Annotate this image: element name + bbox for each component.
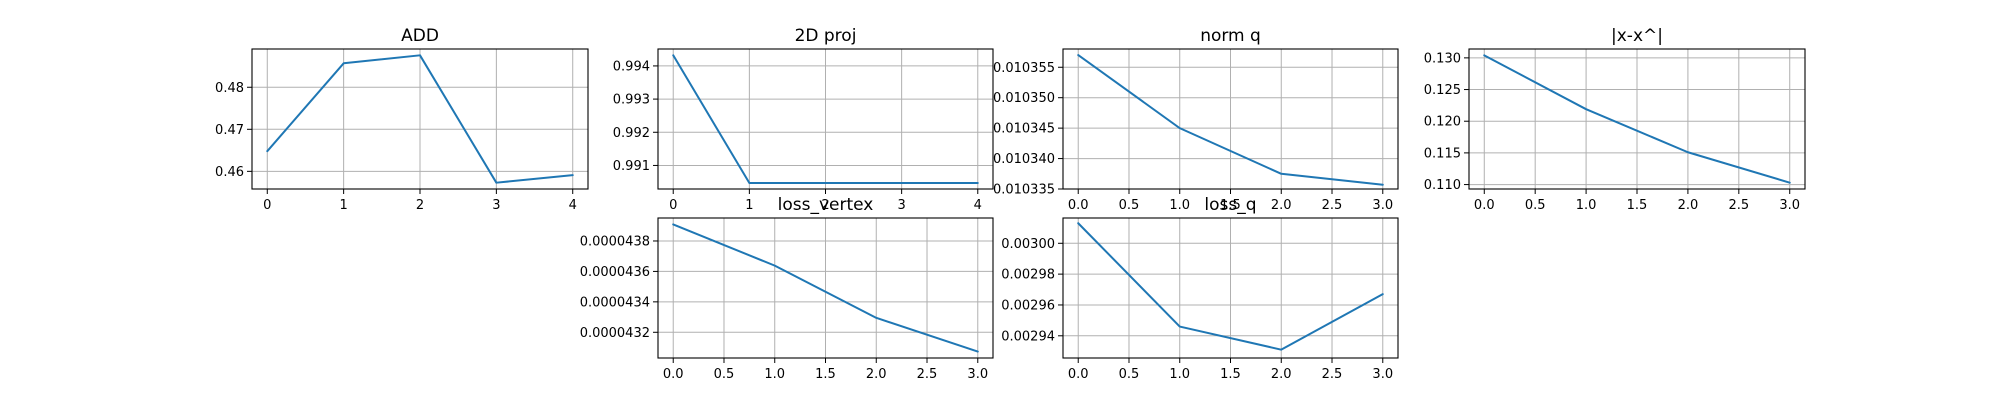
y-tick-label: 0.992 (613, 126, 650, 141)
subplot-title: 2D proj (795, 26, 857, 46)
x-tick-label: 2.0 (866, 367, 887, 382)
x-tick-label: 1.5 (1220, 198, 1241, 213)
y-tick-label: 0.110 (1424, 178, 1461, 193)
x-tick-label: 1.5 (1627, 198, 1648, 213)
x-tick-label: 2 (416, 198, 424, 213)
x-tick-label: 1.0 (1169, 198, 1190, 213)
x-tick-label: 1 (339, 198, 347, 213)
y-tick-label: 0.120 (1424, 115, 1461, 130)
x-tick-label: 0.5 (1525, 198, 1546, 213)
x-tick-label: 3.0 (1372, 367, 1393, 382)
series-line-norm-q (1077, 54, 1384, 186)
x-tick-label: 3.0 (1372, 198, 1393, 213)
series-line-x-xhat (1483, 54, 1791, 184)
x-tick-label: 2.0 (1271, 367, 1292, 382)
subplot-x-xhat: 0.0 0.5 1.0 1.5 2.0 2.5 3.0 0.110 0.115 0.120 0.12… (1424, 26, 1806, 213)
y-tick-label: 0.994 (613, 59, 650, 74)
y-tick-label: 0.010335 (993, 183, 1055, 198)
y-tick-label: 0.130 (1424, 51, 1461, 66)
series-line-loss-vertex (672, 223, 979, 353)
y-tick-label: 0.010355 (993, 61, 1055, 76)
x-tick-label: 0.5 (1119, 367, 1140, 382)
subplot-title: |x-x^| (1611, 26, 1663, 46)
y-tick-label: 0.46 (215, 165, 244, 180)
subplot-add: 0 1 2 3 4 0.46 0.47 0.48 ADD (215, 26, 589, 213)
y-tick-label: 0.00298 (1001, 268, 1055, 283)
x-tick-label: 2.5 (1322, 367, 1343, 382)
x-tick-label: 1 (745, 198, 753, 213)
y-tick-label: 0.125 (1424, 83, 1461, 98)
x-tick-label: 0.0 (1068, 367, 1089, 382)
x-tick-label: 4 (569, 198, 577, 213)
x-tick-label: 0.5 (714, 367, 735, 382)
y-tick-label: 0.010350 (993, 91, 1055, 106)
x-tick-label: 0.0 (663, 367, 684, 382)
subplot-title: ADD (401, 26, 439, 46)
x-tick-label: 3 (492, 198, 500, 213)
y-tick-label: 0.00300 (1001, 237, 1055, 252)
y-tick-label: 0.115 (1424, 146, 1461, 161)
series-line-loss-q (1077, 222, 1384, 351)
subplot-title: loss_q (1204, 195, 1256, 215)
x-tick-label: 1.0 (1169, 367, 1190, 382)
x-tick-label: 0.0 (1068, 198, 1089, 213)
x-tick-label: 2 (821, 198, 829, 213)
y-tick-label: 0.991 (613, 159, 650, 174)
x-tick-label: 0.0 (1474, 198, 1495, 213)
y-tick-label: 0.0000434 (580, 295, 650, 310)
x-tick-label: 0 (669, 198, 677, 213)
y-tick-label: 0.00294 (1001, 329, 1055, 344)
y-tick-label: 0.010340 (993, 152, 1055, 167)
y-tick-label: 0.0000436 (580, 265, 650, 280)
y-tick-label: 0.00296 (1001, 298, 1055, 313)
x-tick-label: 0 (263, 198, 271, 213)
subplot-2d-proj: 0 1 2 3 4 0.991 0.992 0.993 0.994 2D proj (613, 26, 994, 213)
x-tick-label: 2.0 (1678, 198, 1699, 213)
x-tick-label: 1.0 (1576, 198, 1597, 213)
subplot-grid: 0 1 2 3 4 0.46 0.47 0.48 ADD 0 1 2 3 4 0.991 0.992 0.993… (215, 26, 1806, 382)
x-tick-label: 2.0 (1271, 198, 1292, 213)
subplot-norm-q: 0.0 0.5 1.0 1.5 2.0 2.5 3.0 0.010335 0.010340 0.0… (993, 26, 1399, 213)
x-tick-label: 1.5 (815, 367, 836, 382)
y-tick-label: 0.48 (215, 81, 244, 96)
y-tick-label: 0.010345 (993, 122, 1055, 137)
subplot-loss-q: 0.0 0.5 1.0 1.5 2.0 2.5 3.0 0.00294 0.00296 0.002… (1001, 195, 1399, 382)
x-tick-label: 3 (897, 198, 905, 213)
y-tick-label: 0.993 (613, 93, 650, 108)
x-tick-label: 2.5 (1322, 198, 1343, 213)
subplot-title: loss_vertex (778, 195, 874, 215)
y-tick-label: 0.0000432 (580, 326, 650, 341)
x-tick-label: 1.0 (764, 367, 785, 382)
x-tick-label: 0.5 (1119, 198, 1140, 213)
x-tick-label: 3.0 (967, 367, 988, 382)
subplot-loss-vertex: 0.0 0.5 1.0 1.5 2.0 2.5 3.0 0.0000432 0.0000434 0… (580, 195, 994, 382)
y-tick-label: 0.47 (215, 123, 244, 138)
x-tick-label: 4 (974, 198, 982, 213)
x-tick-label: 3.0 (1779, 198, 1800, 213)
y-tick-label: 0.0000438 (580, 234, 650, 249)
x-tick-label: 2.5 (917, 367, 938, 382)
x-tick-label: 1.5 (1220, 367, 1241, 382)
subplot-title: norm q (1200, 26, 1261, 46)
x-tick-label: 2.5 (1728, 198, 1749, 213)
